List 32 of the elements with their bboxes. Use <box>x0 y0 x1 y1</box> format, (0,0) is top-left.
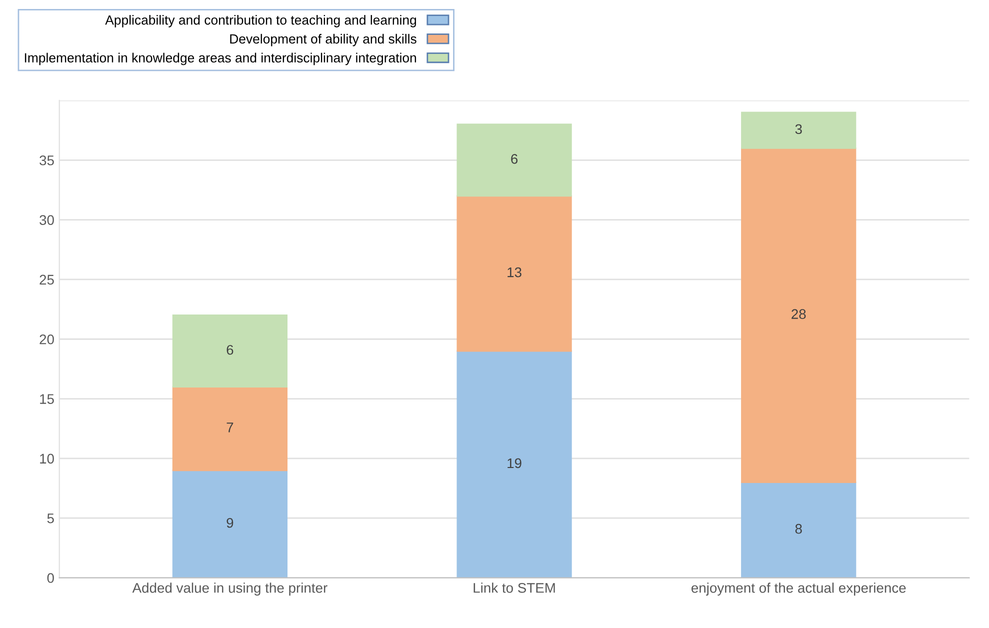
y-tick-label: 30 <box>40 215 54 225</box>
y-tick-label: 15 <box>40 394 54 404</box>
data-label: 19 <box>508 458 522 468</box>
data-label: 13 <box>508 267 522 278</box>
bar <box>172 386 288 472</box>
data-label: 28 <box>792 309 806 319</box>
data-label: 6 <box>511 154 518 164</box>
x-tick-label: Added value in using the printer <box>132 582 328 596</box>
x-tick-label: enjoyment of the actual experience <box>692 582 906 596</box>
y-tick-label: 20 <box>40 334 54 344</box>
bar <box>172 314 288 388</box>
data-label: 9 <box>226 518 234 528</box>
legend-label: Development of ability and skills <box>230 34 416 46</box>
data-label: 7 <box>226 422 234 432</box>
bar <box>741 112 856 149</box>
legend-label: Implementation in knowledge areas and interdisciplinary integration <box>24 52 416 66</box>
bar <box>456 124 572 197</box>
bar <box>456 350 572 578</box>
data-label: 3 <box>795 124 802 134</box>
x-tick-label: Link to STEM <box>474 582 555 593</box>
y-tick-label: 25 <box>40 274 54 285</box>
bar <box>741 482 856 578</box>
y-tick-label: 35 <box>40 155 54 166</box>
bar <box>456 195 572 352</box>
data-label: 6 <box>226 344 234 355</box>
bar <box>741 148 856 483</box>
y-tick-label: 10 <box>40 454 54 464</box>
bar <box>172 470 288 578</box>
y-tick-label: 0 <box>47 573 54 583</box>
data-label: 8 <box>795 524 802 534</box>
y-tick-label: 5 <box>47 514 54 524</box>
legend-label: Applicability and contribution to teaching and learning <box>105 15 416 28</box>
